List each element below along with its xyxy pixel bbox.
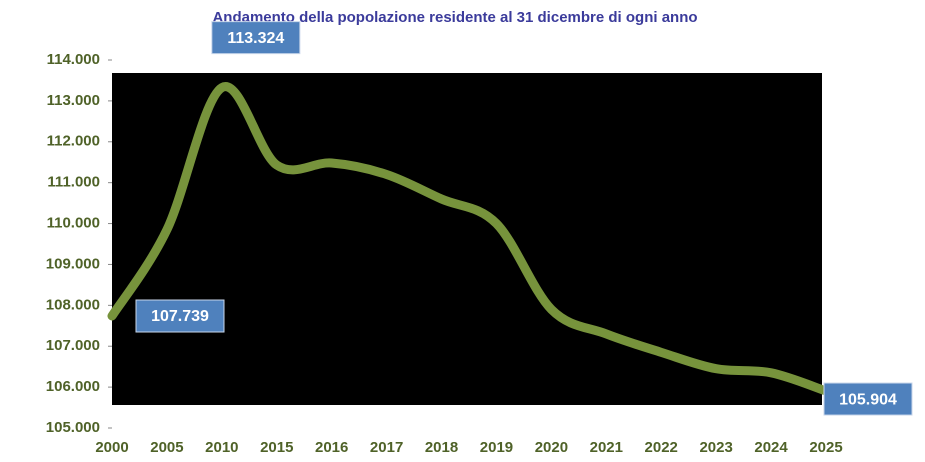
x-tick-label: 2019 bbox=[480, 439, 513, 456]
x-tick-label: 2024 bbox=[754, 439, 788, 456]
y-tick-label: 106.000 bbox=[46, 378, 100, 395]
y-tick-label: 111.000 bbox=[47, 174, 100, 191]
data-label: 107.739 bbox=[151, 308, 209, 325]
y-tick-label: 108.000 bbox=[46, 296, 100, 313]
line bbox=[107, 82, 831, 396]
x-tick-label: 2023 bbox=[699, 439, 732, 456]
data-label: 113.324 bbox=[227, 30, 284, 47]
x-tick-label: 2022 bbox=[645, 439, 678, 456]
x-tick-label: 2020 bbox=[535, 439, 568, 456]
x-tick-label: 2017 bbox=[370, 439, 403, 456]
x-tick-label: 2021 bbox=[590, 439, 623, 456]
y-tick-label: 112.000 bbox=[47, 133, 100, 150]
y-tick-label: 107.000 bbox=[46, 337, 100, 354]
x-tick-label: 2000 bbox=[95, 439, 128, 456]
x-tick-label: 2016 bbox=[315, 439, 348, 456]
data-label-box bbox=[135, 299, 225, 333]
x-tick-label: 2015 bbox=[260, 439, 293, 456]
y-tick-label: 109.000 bbox=[46, 255, 100, 272]
x-tick-label: 2025 bbox=[809, 439, 842, 456]
y-tick-label: 114.000 bbox=[47, 51, 100, 68]
x-tick-label: 2005 bbox=[150, 439, 183, 456]
y-tick-label: 105.000 bbox=[46, 419, 100, 436]
y-tick-label: 113.000 bbox=[47, 92, 100, 109]
x-tick-label: 2018 bbox=[425, 439, 458, 456]
data-label: 105.904 bbox=[839, 391, 897, 408]
plot-area bbox=[112, 73, 822, 405]
chart-title: Andamento della popolazione residente al… bbox=[212, 9, 697, 26]
data-label-box bbox=[823, 382, 913, 416]
x-tick-label: 2010 bbox=[205, 439, 238, 456]
y-tick-label: 110.000 bbox=[47, 215, 100, 232]
data-label-box bbox=[211, 21, 301, 55]
